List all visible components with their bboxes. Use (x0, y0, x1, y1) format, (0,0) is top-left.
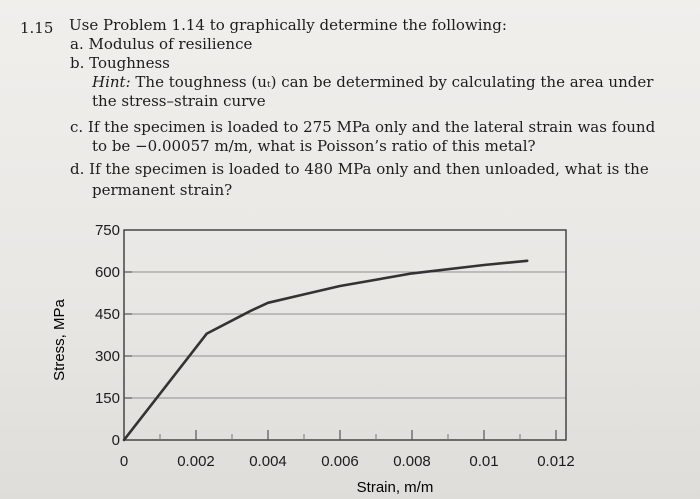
grid-layer (124, 271, 566, 399)
y-tick-label: 300 (95, 348, 120, 365)
y-tick-label: 450 (95, 306, 120, 323)
x-tick-label: 0.012 (537, 453, 575, 470)
y-tick-label: 150 (95, 390, 120, 407)
y-tick-labels: 0 150 300 450 600 750 (95, 222, 120, 449)
plot-frame (123, 229, 567, 441)
item-b: b. Toughness (70, 54, 170, 72)
x-tick-label: 0.006 (321, 453, 359, 470)
y-tick-label: 600 (95, 264, 120, 281)
x-tick-label: 0.008 (393, 453, 431, 470)
x-axis-label: Strain, m/m (357, 479, 434, 496)
x-tick-labels: 0 0.002 0.004 0.006 0.008 0.01 0.012 (120, 453, 575, 470)
problem-number: 1.15 (20, 19, 54, 37)
x-tick-label: 0.01 (469, 453, 498, 470)
hint-line-2: the stress–strain curve (92, 92, 266, 110)
item-a: a. Modulus of resilience (70, 35, 253, 53)
tick-layer (124, 271, 557, 440)
item-c-line-2: to be −0.00057 m/m, what is Poisson’s ra… (92, 137, 536, 155)
y-axis-label: Stress, MPa (51, 298, 68, 380)
hint-text: The toughness (uₜ) can be determined by … (135, 73, 654, 91)
x-tick-label: 0 (120, 453, 128, 470)
hint-line-1: Hint: The toughness (uₜ) can be determin… (92, 73, 653, 91)
item-c-line-1: c. If the specimen is loaded to 275 MPa … (70, 118, 656, 136)
y-tick-label: 750 (95, 222, 120, 239)
stress-strain-curve (122, 259, 529, 442)
item-d-line-1: d. If the specimen is loaded to 480 MPa … (70, 160, 649, 178)
x-tick-label: 0.002 (177, 453, 215, 470)
problem-stem: Use Problem 1.14 to graphically determin… (69, 16, 507, 34)
x-tick-label: 0.004 (249, 453, 287, 470)
y-tick-label: 0 (112, 432, 120, 449)
hint-label: Hint: (92, 73, 131, 91)
item-d-line-2: permanent strain? (92, 181, 233, 199)
